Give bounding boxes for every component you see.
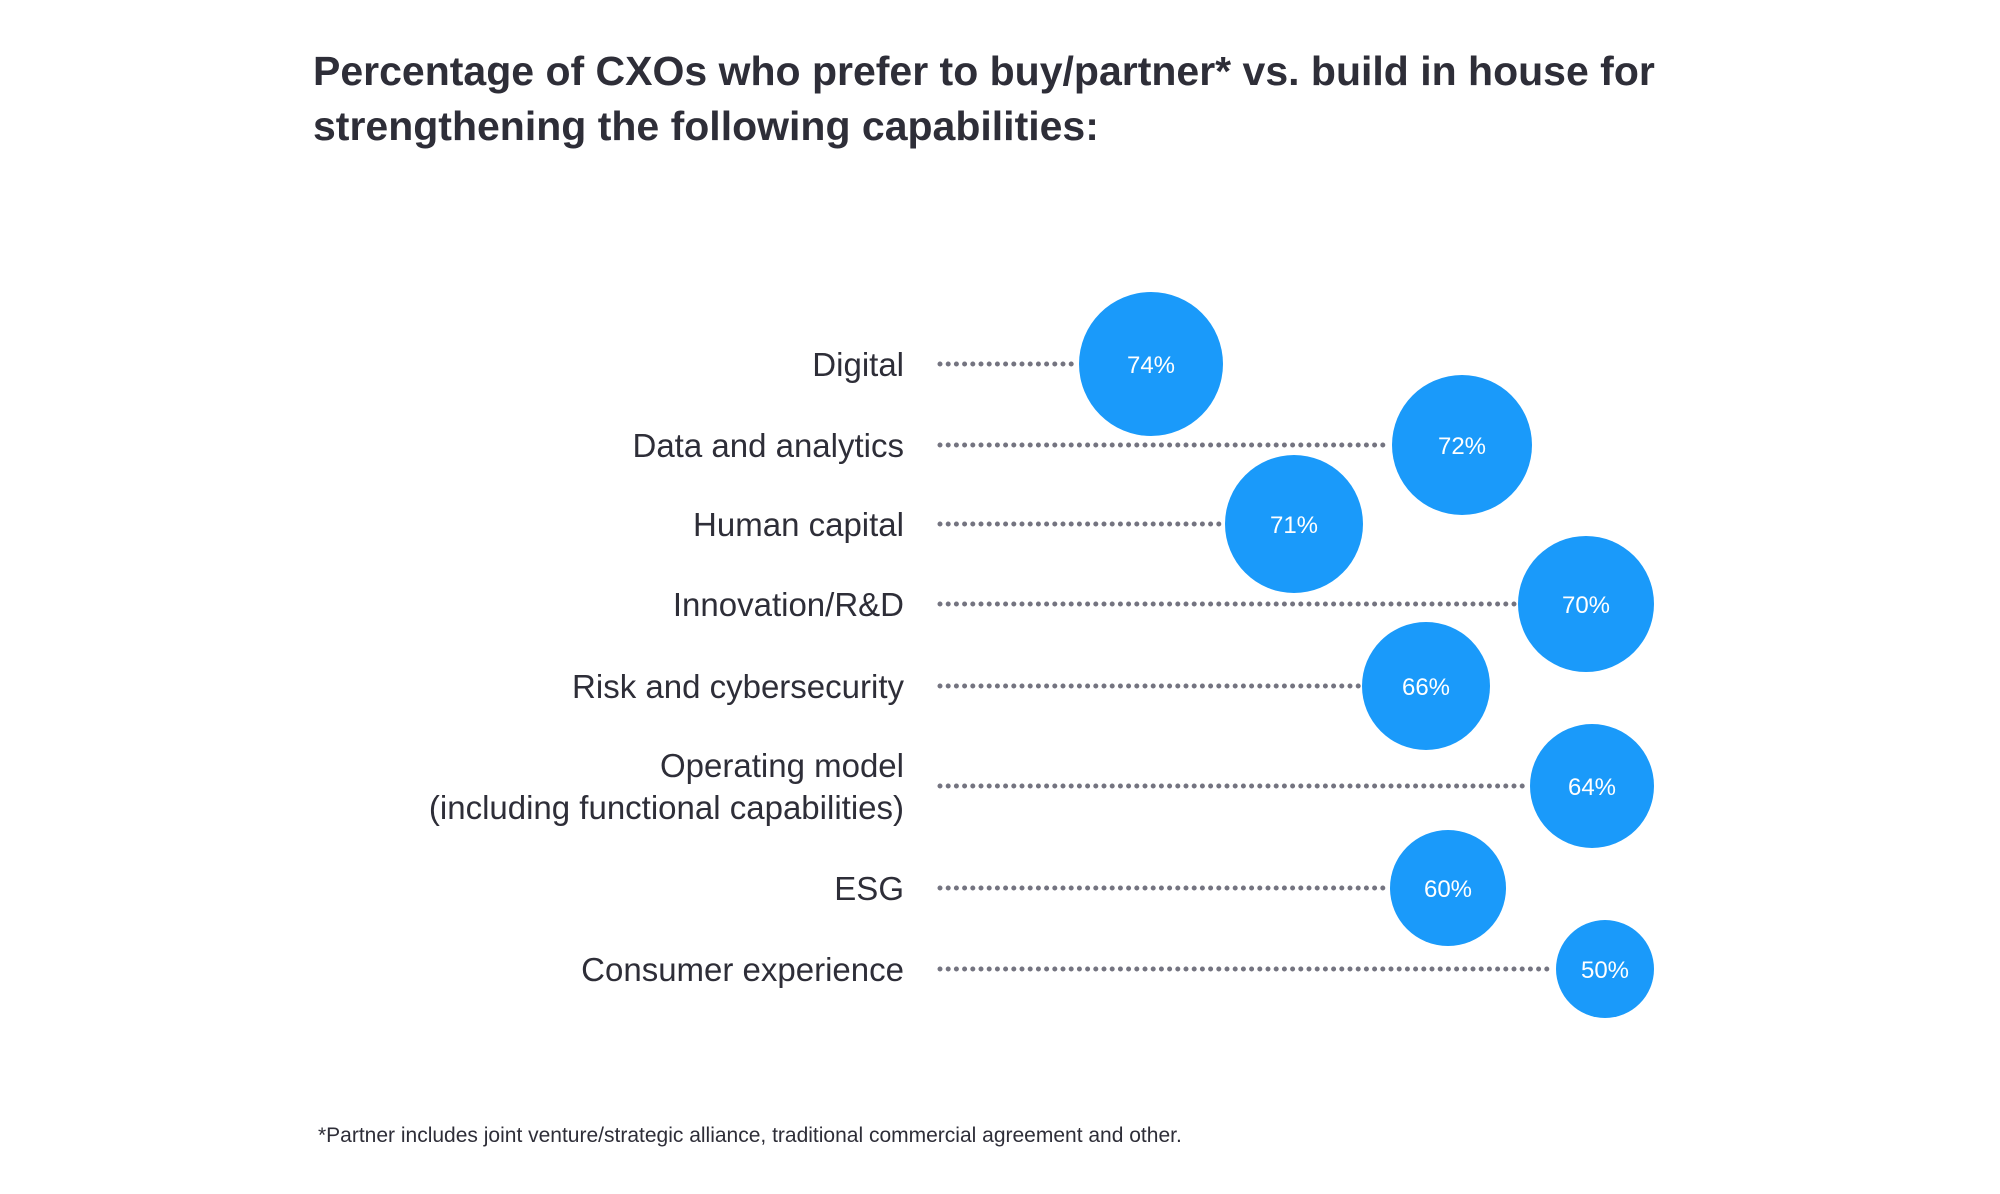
value-bubble: [1556, 920, 1654, 1018]
category-label: Consumer experience: [581, 951, 904, 988]
data-label: 70%: [1562, 592, 1610, 619]
category-label: Operating model: [660, 747, 904, 784]
chart-title: Percentage of CXOs who prefer to buy/par…: [313, 48, 1655, 149]
data-label: 60%: [1424, 876, 1472, 903]
value-bubble: [1392, 375, 1532, 515]
data-label: 72%: [1438, 433, 1486, 460]
data-label: 74%: [1127, 352, 1175, 379]
category-label: Data and analytics: [633, 427, 905, 464]
data-label: 71%: [1270, 512, 1318, 539]
value-bubble: [1518, 536, 1654, 672]
data-label: 66%: [1402, 674, 1450, 701]
value-bubble: [1390, 830, 1506, 946]
value-bubble: [1079, 292, 1223, 436]
value-bubble: [1530, 724, 1654, 848]
value-bubble: [1225, 455, 1363, 593]
value-bubble: [1362, 622, 1490, 750]
footnote: *Partner includes joint venture/strategi…: [318, 1124, 1182, 1147]
data-label: 64%: [1568, 774, 1616, 801]
category-label: Innovation/R&D: [673, 586, 904, 623]
category-label: ESG: [834, 870, 904, 907]
category-label: Human capital: [693, 506, 904, 543]
data-label: 50%: [1581, 957, 1629, 984]
category-label: Digital: [812, 346, 904, 383]
category-label: Risk and cybersecurity: [572, 668, 904, 705]
category-label: (including functional capabilities): [429, 789, 904, 826]
